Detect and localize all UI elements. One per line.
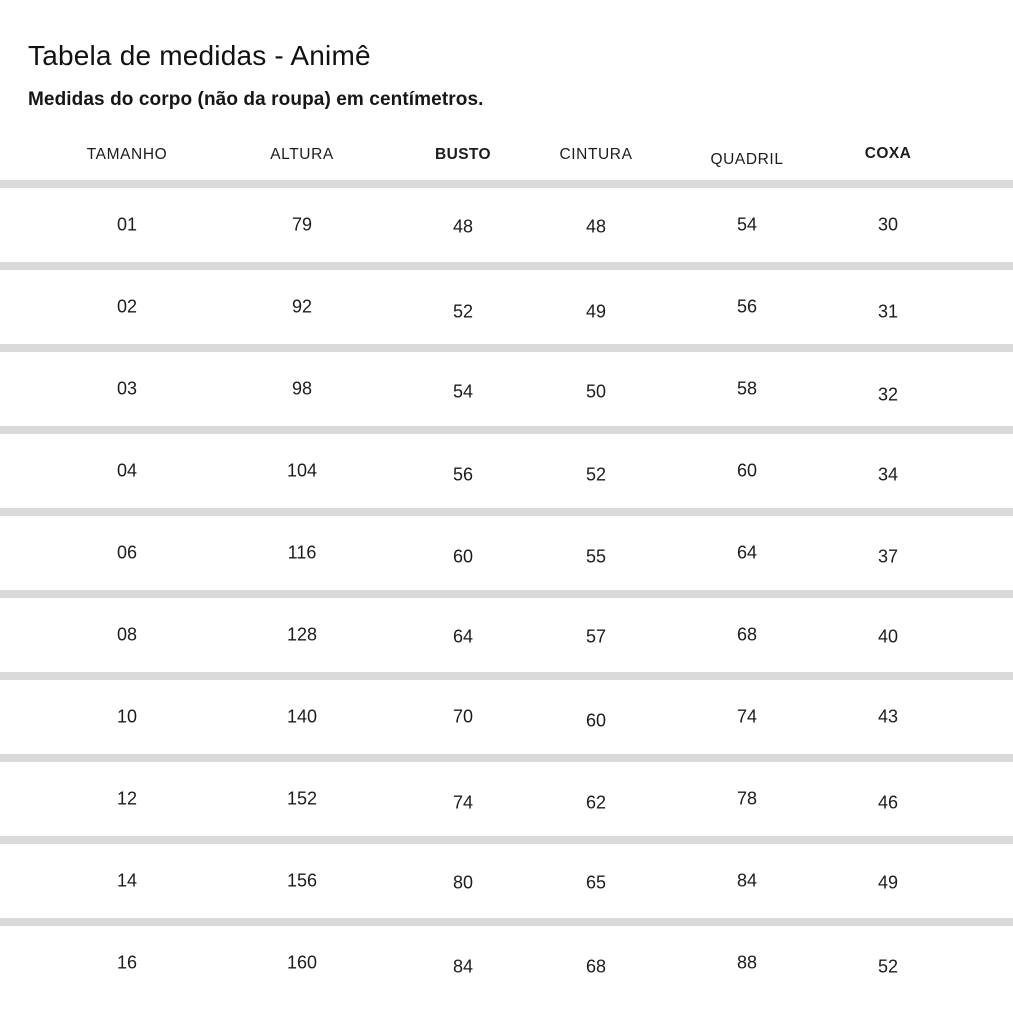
cell-altura: 98 xyxy=(291,378,313,399)
cell-cintura: 65 xyxy=(585,872,607,893)
cell-busto: 48 xyxy=(452,216,474,237)
row-divider xyxy=(0,508,1013,516)
column-header-quadril: QUADRIL xyxy=(710,151,784,168)
cell-coxa: 37 xyxy=(877,546,899,567)
cell-tamanho: 08 xyxy=(116,624,138,645)
table-row: 01 79 48 48 54 30 xyxy=(0,188,1013,262)
cell-altura: 160 xyxy=(286,952,318,973)
cell-tamanho: 04 xyxy=(116,460,138,481)
row-divider xyxy=(0,262,1013,270)
cell-busto: 80 xyxy=(452,872,474,893)
cell-coxa: 52 xyxy=(877,956,899,977)
cell-quadril: 56 xyxy=(736,296,758,317)
cell-busto: 60 xyxy=(452,546,474,567)
cell-busto: 56 xyxy=(452,464,474,485)
table-row: 02 92 52 49 56 31 xyxy=(0,270,1013,344)
cell-coxa: 34 xyxy=(877,464,899,485)
cell-cintura: 62 xyxy=(585,792,607,813)
cell-altura: 79 xyxy=(291,214,313,235)
cell-busto: 52 xyxy=(452,301,474,322)
cell-busto: 64 xyxy=(452,626,474,647)
cell-tamanho: 03 xyxy=(116,378,138,399)
cell-coxa: 49 xyxy=(877,872,899,893)
cell-quadril: 64 xyxy=(736,542,758,563)
row-divider xyxy=(0,836,1013,844)
column-header-tamanho: TAMANHO xyxy=(86,146,168,163)
cell-cintura: 60 xyxy=(585,710,607,731)
column-header-coxa: COXA xyxy=(864,145,912,162)
cell-coxa: 31 xyxy=(877,301,899,322)
cell-quadril: 78 xyxy=(736,788,758,809)
table-row: 12 152 74 62 78 46 xyxy=(0,762,1013,836)
cell-coxa: 30 xyxy=(877,214,899,235)
row-divider xyxy=(0,344,1013,352)
row-divider xyxy=(0,590,1013,598)
cell-tamanho: 14 xyxy=(116,870,138,891)
cell-tamanho: 02 xyxy=(116,296,138,317)
cell-busto: 70 xyxy=(452,706,474,727)
cell-coxa: 46 xyxy=(877,792,899,813)
cell-quadril: 60 xyxy=(736,460,758,481)
cell-busto: 74 xyxy=(452,792,474,813)
cell-quadril: 58 xyxy=(736,378,758,399)
table-row: 10 140 70 60 74 43 xyxy=(0,680,1013,754)
table-row: 03 98 54 50 58 32 xyxy=(0,352,1013,426)
cell-quadril: 68 xyxy=(736,624,758,645)
cell-cintura: 57 xyxy=(585,626,607,647)
cell-cintura: 49 xyxy=(585,301,607,322)
cell-altura: 156 xyxy=(286,870,318,891)
cell-busto: 84 xyxy=(452,956,474,977)
cell-quadril: 54 xyxy=(736,214,758,235)
column-header-cintura: CINTURA xyxy=(559,146,633,163)
cell-tamanho: 16 xyxy=(116,952,138,973)
column-header-altura: ALTURA xyxy=(270,146,334,163)
cell-tamanho: 06 xyxy=(116,542,138,563)
cell-coxa: 43 xyxy=(877,706,899,727)
table-row: 04 104 56 52 60 34 xyxy=(0,434,1013,508)
cell-cintura: 48 xyxy=(585,216,607,237)
row-divider xyxy=(0,426,1013,434)
cell-altura: 104 xyxy=(286,460,318,481)
column-header-busto: BUSTO xyxy=(435,146,491,163)
table-header-row: TAMANHO ALTURA BUSTO CINTURA QUADRIL COX… xyxy=(0,130,1013,180)
cell-cintura: 50 xyxy=(585,381,607,402)
table-row: 06 116 60 55 64 37 xyxy=(0,516,1013,590)
table-body: 01 79 48 48 54 30 02 92 52 49 56 31 03 98 54 50 58 32 04 10… xyxy=(0,180,1013,1013)
cell-altura: 140 xyxy=(286,706,318,727)
cell-quadril: 88 xyxy=(736,952,758,973)
table-row: 16 160 84 68 88 52 xyxy=(0,926,1013,1000)
cell-quadril: 84 xyxy=(736,870,758,891)
row-divider xyxy=(0,180,1013,188)
cell-busto: 54 xyxy=(452,381,474,402)
cell-quadril: 74 xyxy=(736,706,758,727)
row-divider xyxy=(0,754,1013,762)
row-divider xyxy=(0,918,1013,926)
table-row: 14 156 80 65 84 49 xyxy=(0,844,1013,918)
row-divider xyxy=(0,672,1013,680)
cell-cintura: 52 xyxy=(585,464,607,485)
cell-altura: 152 xyxy=(286,788,318,809)
cell-cintura: 55 xyxy=(585,546,607,567)
cell-tamanho: 10 xyxy=(116,706,138,727)
page-subtitle: Medidas do corpo (não da roupa) em centí… xyxy=(28,89,484,110)
cell-altura: 128 xyxy=(286,624,318,645)
cell-coxa: 40 xyxy=(877,626,899,647)
cell-coxa: 32 xyxy=(877,384,899,405)
cell-altura: 116 xyxy=(287,542,317,563)
cell-cintura: 68 xyxy=(585,956,607,977)
cell-altura: 92 xyxy=(291,296,313,317)
page-title: Tabela de medidas - Animê xyxy=(28,40,371,71)
cell-tamanho: 01 xyxy=(116,214,138,235)
table-row: 08 128 64 57 68 40 xyxy=(0,598,1013,672)
cell-tamanho: 12 xyxy=(116,788,138,809)
